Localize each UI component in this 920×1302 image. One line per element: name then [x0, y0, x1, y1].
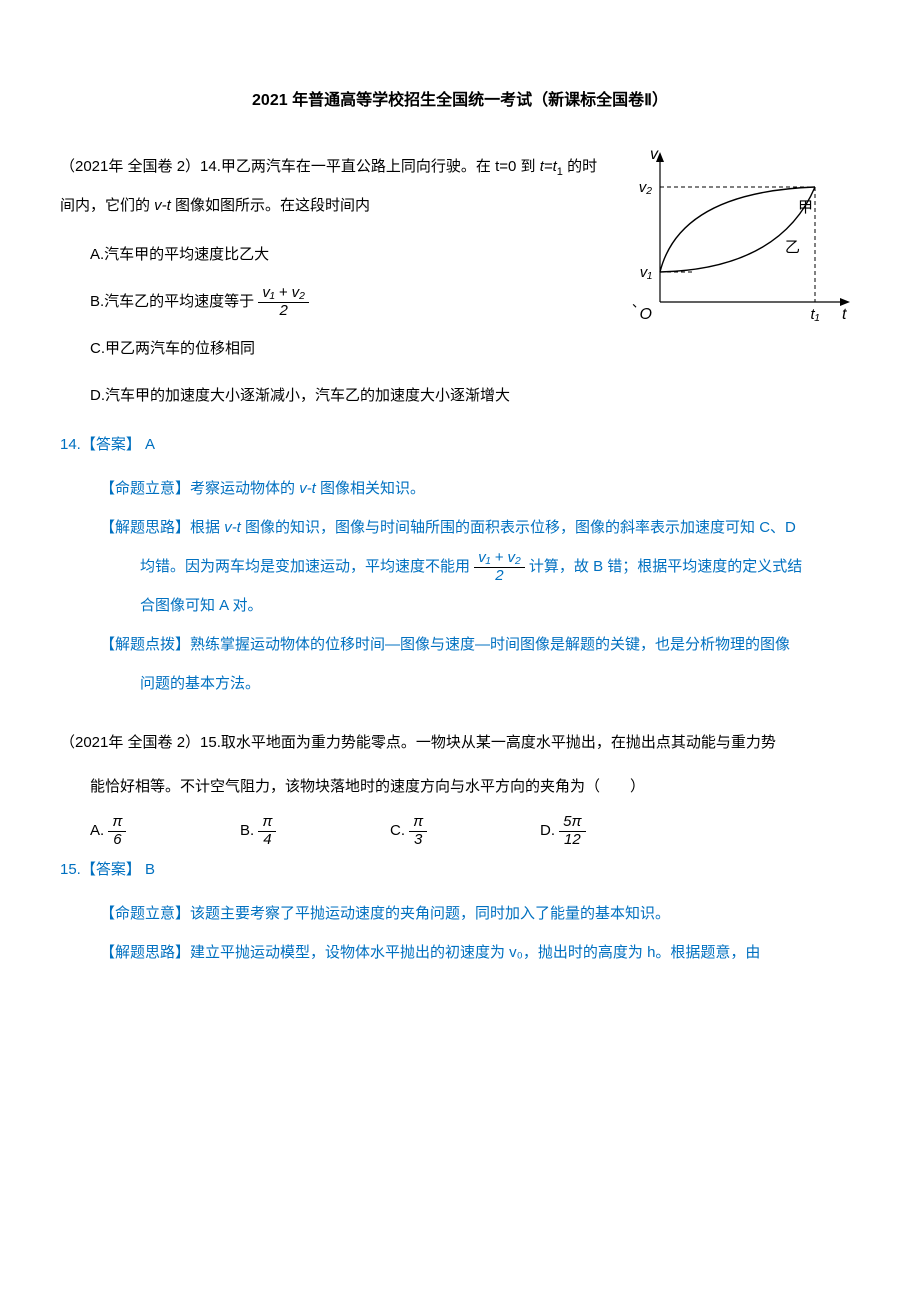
frac-num: v₁ + v₂ [258, 285, 309, 303]
intent-tag: 【命题立意】 [100, 905, 190, 922]
q14-opt-c: C.甲乙两汽车的位移相同 [90, 329, 610, 368]
a15-label: 15.【答案】 B [60, 850, 860, 889]
opt-c-label: C. [390, 822, 405, 839]
q15-opt-d: D. 5π 12 [540, 811, 690, 850]
opt-a-frac: π 6 [108, 814, 126, 848]
tip-tag: 【解题点拨】 [100, 636, 190, 653]
graph-label-v: v [650, 147, 659, 163]
a15-intent: 【命题立意】该题主要考察了平抛运动速度的夹角问题，同时加入了能量的基本知识。 [100, 894, 860, 933]
opt-b-frac: π 4 [258, 814, 276, 848]
q14-opt-d: D.汽车甲的加速度大小逐渐减小，汽车乙的加速度大小逐渐增大 [90, 376, 610, 415]
frac-den: 6 [108, 832, 126, 849]
intent-post: 图像相关知识。 [316, 480, 425, 497]
frac-den: 3 [409, 832, 427, 849]
intent-pre: 考察运动物体的 [190, 480, 299, 497]
q14-text-3: 图像如图所示。在这段时间内 [171, 197, 370, 214]
think-text: 建立平抛运动模型，设物体水平抛出的初速度为 v₀，抛出时的高度为 h。根据题意，… [190, 944, 760, 961]
q14-vt: v-t [154, 197, 171, 214]
q14-text-1: （2021年 全国卷 2）14.甲乙两汽车在一平直公路上同向行驶。在 t=0 到 [60, 158, 540, 175]
q15-options: A. π 6 B. π 4 C. π 3 D. 5π 12 [90, 811, 860, 850]
frac-num: 5π [559, 814, 585, 832]
a14-think-l2: 均错。因为两车均是变加速运动，平均速度不能用 v₁ + v₂ 2 计算，故 B … [140, 547, 860, 586]
graph-label-v1: v₁ [640, 264, 653, 281]
a15-think: 【解题思路】建立平抛运动模型，设物体水平抛出的初速度为 v₀，抛出时的高度为 h… [100, 933, 860, 972]
think-mid: 图像的知识，图像与时间轴所围的面积表示位移，图像的斜率表示加速度可知 C、D [241, 519, 796, 536]
a14-tip-l2: 问题的基本方法。 [140, 664, 860, 703]
frac-num: π [258, 814, 276, 832]
graph-label-v2: v₂ [639, 179, 653, 196]
think-frac: v₁ + v₂ 2 [474, 550, 525, 584]
q14-opt-b: B.汽车乙的平均速度等于 v₁ + v₂ 2 [90, 282, 610, 321]
frac-den: 2 [258, 303, 309, 320]
opt-d-label: D. [540, 822, 555, 839]
q14-opt-b-frac: v₁ + v₂ 2 [258, 285, 309, 319]
intent-text: 该题主要考察了平抛运动速度的夹角问题，同时加入了能量的基本知识。 [190, 905, 670, 922]
frac-num: v₁ + v₂ [474, 550, 525, 568]
frac-num: π [108, 814, 126, 832]
q15-line2: 能恰好相等。不计空气阻力，该物块落地时的速度方向与水平方向的夹角为（ ） [90, 767, 860, 806]
graph-label-yi: 乙 [785, 239, 800, 256]
frac-num: π [409, 814, 427, 832]
opt-b-label: B. [240, 822, 254, 839]
q15-opt-b: B. π 4 [240, 811, 390, 850]
q15-line1: （2021年 全国卷 2）15.取水平地面为重力势能零点。一物块从某一高度水平抛… [60, 723, 860, 762]
a14-label: 14.【答案】 A [60, 425, 860, 464]
tip-text-1: 熟练掌握运动物体的位移时间—图像与速度—时间图像是解题的关键，也是分析物理的图像 [190, 636, 790, 653]
q15-opt-a: A. π 6 [90, 811, 240, 850]
think-vt: v-t [224, 519, 241, 536]
a14-think-l1: 【解题思路】根据 v-t 图像的知识，图像与时间轴所围的面积表示位移，图像的斜率… [100, 508, 860, 547]
think-tag: 【解题思路】 [100, 519, 190, 536]
vt-graph: v v₂ v₁ O t₁ t 甲 乙 、 [620, 147, 860, 347]
q14-tvar: t=t [540, 158, 557, 175]
intent-vt: v-t [299, 480, 316, 497]
opt-c-frac: π 3 [409, 814, 427, 848]
think-pre: 根据 [190, 519, 224, 536]
frac-den: 4 [258, 832, 276, 849]
intent-tag: 【命题立意】 [100, 480, 190, 497]
vt-graph-svg: v v₂ v₁ O t₁ t 甲 乙 、 [620, 147, 860, 332]
think-tag: 【解题思路】 [100, 944, 190, 961]
graph-label-jia: 甲 [798, 199, 813, 216]
frac-den: 12 [559, 832, 585, 849]
a14-think-l3: 合图像可知 A 对。 [140, 586, 860, 625]
graph-label-t: t [842, 306, 847, 323]
think-l2-post: 计算，故 B 错；根据平均速度的定义式结 [529, 558, 802, 575]
q14-opt-b-pre: B.汽车乙的平均速度等于 [90, 293, 254, 310]
a14-tip-l1: 【解题点拨】熟练掌握运动物体的位移时间—图像与速度—时间图像是解题的关键，也是分… [100, 625, 860, 664]
graph-corner-mark: 、 [632, 295, 645, 310]
opt-d-frac: 5π 12 [559, 814, 585, 848]
a14-intent: 【命题立意】考察运动物体的 v-t 图像相关知识。 [100, 469, 860, 508]
q14-opt-a: A.汽车甲的平均速度比乙大 [90, 235, 610, 274]
graph-label-t1: t₁ [811, 306, 820, 323]
frac-den: 2 [474, 568, 525, 585]
think-l2-pre: 均错。因为两车均是变加速运动，平均速度不能用 [140, 558, 470, 575]
page-title: 2021 年普通高等学校招生全国统一考试（新课标全国卷Ⅱ） [60, 80, 860, 122]
opt-a-label: A. [90, 822, 104, 839]
q14-stem: （2021年 全国卷 2）14.甲乙两汽车在一平直公路上同向行驶。在 t=0 到… [60, 147, 610, 226]
q15-opt-c: C. π 3 [390, 811, 540, 850]
